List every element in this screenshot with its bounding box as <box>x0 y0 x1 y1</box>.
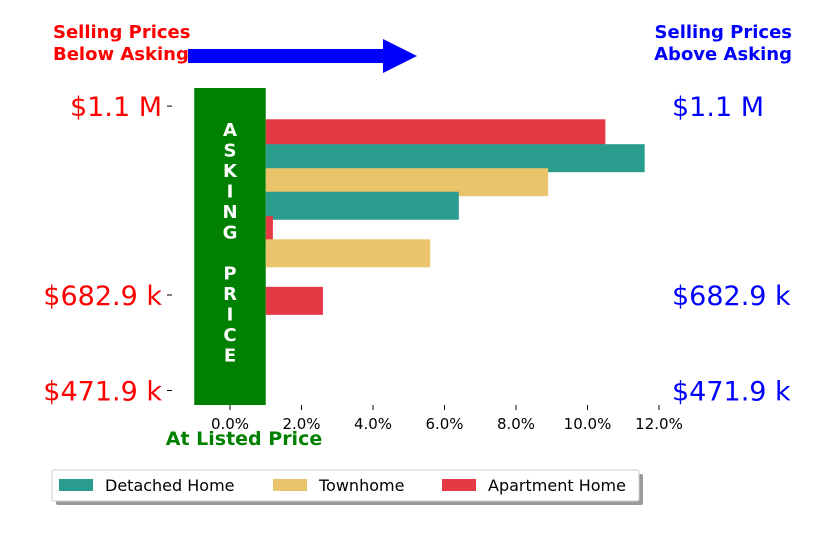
above-asking-header-line2: Above Asking <box>654 44 792 65</box>
asking-letter: E <box>224 346 236 367</box>
bar-detached-home <box>265 144 645 173</box>
asking-letter: S <box>224 141 237 162</box>
legend-label: Townhome <box>318 476 404 495</box>
x-tick-label: 4.0% <box>354 415 392 433</box>
right-price-label: $471.9 k <box>672 377 791 408</box>
x-tick-label: 12.0% <box>635 415 683 433</box>
x-tick-label: 10.0% <box>564 415 612 433</box>
asking-letter: N <box>222 202 237 223</box>
right-price-label: $682.9 k <box>672 281 791 312</box>
asking-price-box <box>194 88 266 405</box>
right-price-axis: $1.1 M $682.9 k $471.9 k <box>672 92 791 407</box>
legend-swatch <box>273 479 307 491</box>
x-tick-label: 2.0% <box>282 415 320 433</box>
below-asking-header-line2: Below Asking <box>53 44 189 65</box>
asking-letter: R <box>223 284 237 305</box>
asking-letter: I <box>227 182 234 203</box>
above-asking-header-line1: Selling Prices <box>655 22 792 43</box>
bar-townhome <box>265 239 431 268</box>
asking-letter: C <box>223 325 236 346</box>
legend-swatch <box>59 479 93 491</box>
x-tick-label: 8.0% <box>497 415 535 433</box>
bar-apartment-home <box>265 216 273 245</box>
x-tick-label: 0.0% <box>211 415 249 433</box>
right-price-label: $1.1 M <box>672 92 764 123</box>
left-price-axis: $1.1 M $682.9 k $471.9 k <box>43 92 172 408</box>
left-price-label: $1.1 M <box>70 92 162 123</box>
left-price-label: $471.9 k <box>43 377 162 408</box>
asking-letter: A <box>223 120 237 141</box>
right-arrow-icon <box>188 39 417 73</box>
legend-frame <box>51 469 640 502</box>
x-tick-label: 6.0% <box>425 415 463 433</box>
bar-detached-home <box>265 191 459 220</box>
bar-apartment-home <box>265 119 606 148</box>
x-axis-ticks: 0.0% 2.0% 4.0% 6.0% 8.0% 10.0% 12.0% <box>211 405 683 433</box>
legend-label: Apartment Home <box>488 476 626 495</box>
asking-letter: I <box>227 305 234 326</box>
asking-letter: K <box>223 161 238 182</box>
asking-letter: P <box>223 264 236 285</box>
legend-label: Detached Home <box>105 476 235 495</box>
bars-group <box>265 119 645 315</box>
bar-townhome <box>265 168 549 197</box>
legend: Detached Home Townhome Apartment Home <box>51 469 643 505</box>
x-axis-caption: At Listed Price <box>166 428 322 450</box>
left-price-label: $682.9 k <box>43 281 162 312</box>
legend-swatch <box>442 479 476 491</box>
asking-letter: G <box>223 223 238 244</box>
bar-apartment-home <box>265 286 323 315</box>
below-asking-header-line1: Selling Prices <box>53 22 190 43</box>
